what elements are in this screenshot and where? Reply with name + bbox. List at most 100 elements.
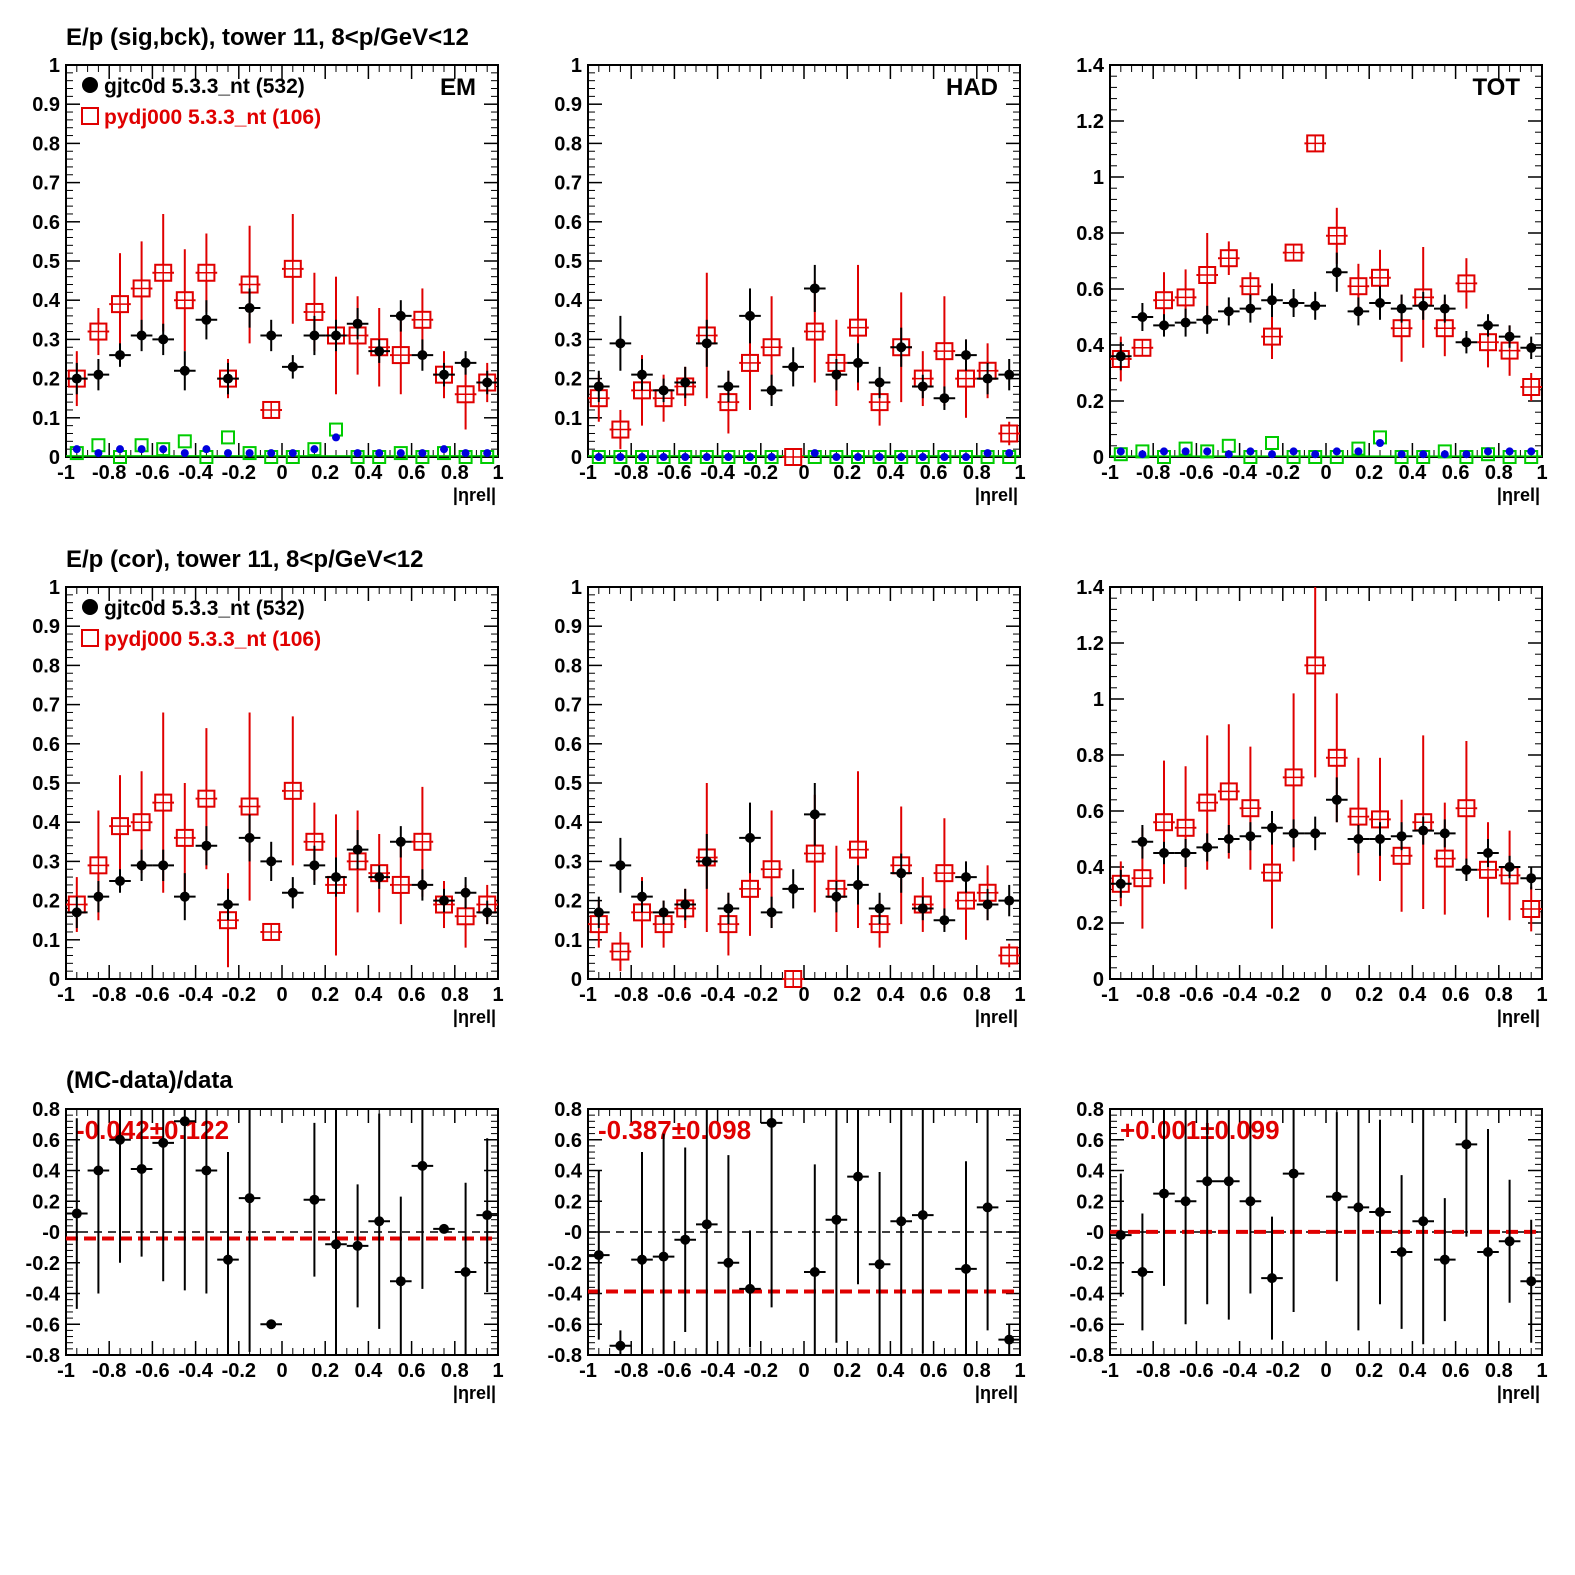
- x-axis-label: |ηrel|: [453, 1383, 496, 1403]
- data-marker: [1483, 320, 1493, 331]
- data-marker: [309, 1194, 320, 1205]
- data-marker: [1331, 794, 1342, 805]
- y-tick-label: 0.4: [554, 290, 583, 312]
- x-tick-label: -0.6: [657, 1360, 691, 1382]
- x-tick-label: 0: [798, 1360, 809, 1382]
- data-marker: [158, 1137, 169, 1148]
- y-tick-label: 0.2: [32, 891, 60, 913]
- x-axis-label: |ηrel|: [453, 485, 496, 505]
- y-tick-label: -0.4: [1070, 1284, 1105, 1306]
- data-marker: [788, 361, 799, 372]
- bck-data-marker: [962, 453, 970, 461]
- x-tick-label: -0.2: [1266, 462, 1300, 484]
- x-tick-label: -0.6: [1179, 1360, 1213, 1382]
- x-tick-label: -0.2: [1266, 1360, 1300, 1382]
- data-marker: [460, 887, 471, 898]
- data-marker: [1137, 836, 1148, 847]
- y-tick-label: -0.8: [26, 1345, 60, 1367]
- data-marker: [1396, 1246, 1407, 1257]
- y-tick-label: 0.8: [32, 1099, 60, 1121]
- y-tick-label: 0.9: [554, 94, 582, 116]
- y-tick-label: 0.2: [554, 369, 582, 391]
- data-marker: [723, 903, 734, 914]
- bck-mc-marker: [894, 450, 909, 464]
- y-tick-label: 1: [49, 55, 60, 77]
- panel-r2-c2: -0.8-0.6-0.4-0.2-00.20.40.60.8-1 -0.8 -0.6…: [1070, 1099, 1548, 1403]
- y-tick-label: 0.2: [32, 369, 60, 391]
- data-marker: [1504, 1236, 1515, 1247]
- x-tick-label: 0: [1320, 984, 1331, 1006]
- bck-data-marker: [224, 449, 232, 458]
- bck-data-marker: [1246, 447, 1255, 456]
- bck-data-marker: [1505, 447, 1514, 456]
- y-tick-label: 0.5: [554, 773, 582, 795]
- bck-data-marker: [767, 453, 776, 461]
- bck-data-marker: [940, 453, 949, 461]
- y-tick-label: -0: [42, 1222, 60, 1244]
- y-tick-label: 0: [1093, 969, 1104, 991]
- y-tick-label: 0.8: [32, 133, 60, 155]
- y-tick-label: 0.6: [554, 734, 582, 756]
- bck-data-marker: [832, 453, 841, 461]
- data-marker: [1353, 834, 1364, 844]
- x-tick-label: -0.4: [700, 462, 735, 484]
- data-marker: [201, 314, 212, 325]
- y-tick-label: 0.3: [554, 329, 582, 351]
- y-tick-label: 0.4: [1076, 335, 1105, 357]
- bck-data-marker: [245, 449, 254, 458]
- x-tick-label: -0.2: [222, 462, 256, 484]
- data-marker: [939, 915, 950, 926]
- x-tick-label: -0.4: [178, 462, 213, 484]
- bck-data-marker: [1440, 450, 1449, 459]
- data-marker: [615, 338, 626, 349]
- x-tick-label: 0.4: [876, 984, 905, 1006]
- y-tick-label: 0.8: [554, 1099, 582, 1121]
- data-marker: [745, 1283, 755, 1294]
- data-marker: [439, 369, 449, 380]
- data-marker: [223, 373, 233, 384]
- x-tick-label: 1: [1014, 1360, 1025, 1382]
- x-tick-label: 0: [276, 462, 287, 484]
- bck-mc-marker: [743, 450, 757, 464]
- x-axis-label: |ηrel|: [1497, 485, 1540, 505]
- y-tick-label: 0: [49, 447, 60, 469]
- bck-data-marker: [1289, 447, 1298, 456]
- y-tick-label: 1: [49, 577, 60, 599]
- data-marker: [853, 1171, 863, 1182]
- bck-data-marker: [375, 449, 384, 458]
- panel-grid: 00.10.20.30.40.50.60.70.80.91-1 -0.8 -0.6-…: [26, 55, 1548, 1403]
- x-tick-label: 0.2: [311, 984, 339, 1006]
- data-marker: [439, 895, 449, 906]
- data-marker: [460, 1266, 471, 1277]
- y-tick-label: 0: [1093, 447, 1104, 469]
- y-tick-label: 0.8: [1076, 745, 1104, 767]
- data-marker: [961, 872, 971, 883]
- bck-mc-marker: [393, 446, 408, 461]
- data-marker: [1418, 1216, 1429, 1227]
- legend-marker-mc: [81, 629, 99, 647]
- bck-mc-marker: [915, 450, 930, 464]
- y-tick-label: 1.2: [1076, 111, 1104, 133]
- data-marker: [352, 1240, 363, 1251]
- data-marker: [136, 330, 147, 341]
- y-tick-label: 0.7: [554, 173, 582, 195]
- x-tick-label: -0.4: [178, 984, 213, 1006]
- y-tick-label: 1: [1093, 689, 1104, 711]
- data-marker: [1004, 1334, 1015, 1345]
- data-marker: [1375, 834, 1385, 844]
- data-marker: [1137, 1266, 1148, 1277]
- legend-label-data: gjtc0d 5.3.3_nt (532): [104, 75, 305, 98]
- bck-data-marker: [1376, 439, 1384, 447]
- data-marker: [244, 1193, 255, 1204]
- data-marker: [223, 1254, 233, 1265]
- x-tick-label: 1: [1014, 462, 1025, 484]
- data-marker: [1526, 1276, 1537, 1287]
- data-marker: [917, 903, 928, 914]
- data-marker: [637, 891, 647, 902]
- data-marker: [896, 868, 907, 879]
- data-marker: [71, 1208, 82, 1219]
- y-tick-label: 0.5: [32, 251, 60, 273]
- bck-data-marker: [897, 453, 906, 461]
- data-marker: [115, 350, 125, 361]
- y-tick-label: 0.1: [554, 408, 582, 430]
